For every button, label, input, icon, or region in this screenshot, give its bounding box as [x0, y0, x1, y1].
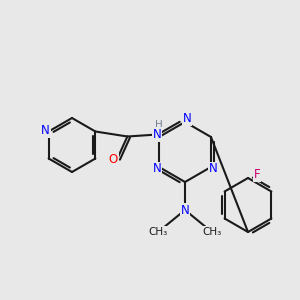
Text: F: F [254, 169, 260, 182]
Text: O: O [109, 153, 118, 166]
Text: H: H [154, 119, 162, 130]
Text: CH₃: CH₃ [148, 227, 168, 237]
Text: N: N [41, 124, 50, 137]
Text: N: N [208, 163, 217, 176]
Text: N: N [153, 163, 161, 176]
Text: N: N [153, 128, 162, 141]
Text: N: N [183, 112, 191, 125]
Text: CH₃: CH₃ [202, 227, 222, 237]
Text: N: N [181, 203, 189, 217]
